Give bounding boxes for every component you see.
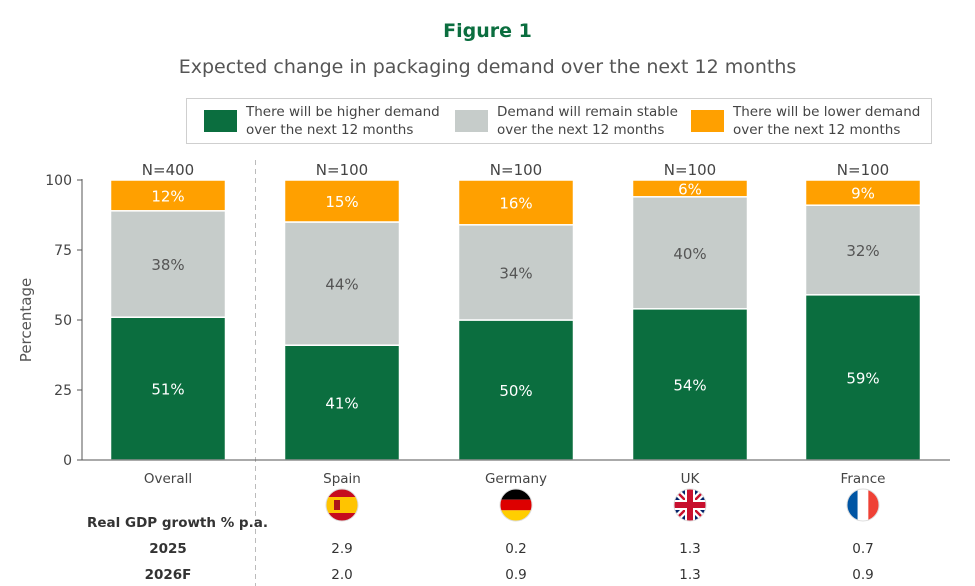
sample-size-label: N=400 (142, 161, 194, 179)
bar-value-label: 59% (846, 369, 879, 387)
bar-segment (631, 179, 749, 198)
sample-size-label: N=100 (664, 161, 716, 179)
bar-value-label: 32% (846, 242, 879, 260)
bar-value-label: 15% (325, 193, 358, 211)
germany-flag-icon (499, 488, 533, 522)
bar-value-label: 34% (499, 264, 532, 282)
legend-item-lower: There will be lower demand over the next… (691, 103, 933, 139)
gdp-value: 1.3 (679, 567, 700, 583)
legend-label-higher: There will be higher demand over the nex… (246, 104, 440, 138)
uk-flag-icon (673, 488, 707, 522)
gdp-row-label: 2025 (149, 541, 187, 557)
bar-segment (457, 179, 575, 226)
x-tick-label: France (841, 471, 886, 487)
sample-size-label: N=100 (316, 161, 368, 179)
legend-label-stable: Demand will remain stable over the next … (497, 104, 678, 138)
gdp-value: 0.2 (505, 541, 526, 557)
y-axis-label: Percentage (17, 278, 35, 362)
bar-segment (804, 204, 922, 296)
x-tick-label: UK (681, 471, 701, 487)
figure-label: Figure 1 (443, 20, 532, 42)
gdp-row-label: 2026F (145, 567, 192, 583)
legend-item-stable: Demand will remain stable over the next … (455, 103, 697, 139)
legend-swatch-stable (455, 110, 488, 132)
x-tick-label: Overall (144, 471, 192, 487)
x-tick-label: Germany (485, 471, 547, 487)
gdp-value: 1.3 (679, 541, 700, 557)
legend-swatch-higher (204, 110, 237, 132)
spain-flag-icon (325, 488, 359, 522)
bar-value-label: 40% (673, 245, 706, 263)
bar-value-label: 51% (151, 381, 184, 399)
gdp-value: 0.7 (852, 541, 873, 557)
bar-segment (283, 221, 401, 346)
y-tick-label: 25 (54, 383, 72, 399)
bar-value-label: 38% (151, 256, 184, 274)
bar-value-label: 50% (499, 382, 532, 400)
bar-value-label: 9% (851, 185, 875, 203)
bar-segment (283, 179, 401, 223)
bar-value-label: 12% (151, 187, 184, 205)
legend-swatch-lower (691, 110, 724, 132)
bar-segment (631, 196, 749, 310)
france-flag-icon (846, 488, 880, 522)
bar-value-label: 44% (325, 276, 358, 294)
y-tick-label: 75 (54, 243, 72, 259)
bar-segment (457, 224, 575, 321)
bar-segment (109, 179, 227, 212)
sample-size-label: N=100 (837, 161, 889, 179)
legend: There will be higher demand over the nex… (186, 98, 932, 144)
legend-item-higher: There will be higher demand over the nex… (204, 103, 446, 139)
bar-value-label: 16% (499, 194, 532, 212)
bar-value-label: 41% (325, 395, 358, 413)
gdp-table-header: Real GDP growth % p.a. (87, 515, 268, 531)
gdp-value: 2.9 (331, 541, 352, 557)
chart-title: Expected change in packaging demand over… (178, 56, 797, 78)
bar-value-label: 54% (673, 376, 706, 394)
gdp-value: 2.0 (331, 567, 352, 583)
bar-segment (109, 316, 227, 461)
bar-segment (631, 308, 749, 461)
y-tick-label: 0 (63, 453, 72, 469)
y-tick-label: 100 (45, 173, 72, 189)
y-tick-label: 50 (54, 313, 72, 329)
x-tick-label: Spain (323, 471, 361, 487)
gdp-value: 0.9 (505, 567, 526, 583)
bar-segment (457, 319, 575, 461)
sample-size-label: N=100 (490, 161, 542, 179)
bar-segment (109, 210, 227, 318)
bar-segment (804, 179, 922, 206)
legend-label-lower: There will be lower demand over the next… (733, 104, 921, 138)
bar-value-label: 6% (678, 180, 702, 198)
gdp-value: 0.9 (852, 567, 873, 583)
